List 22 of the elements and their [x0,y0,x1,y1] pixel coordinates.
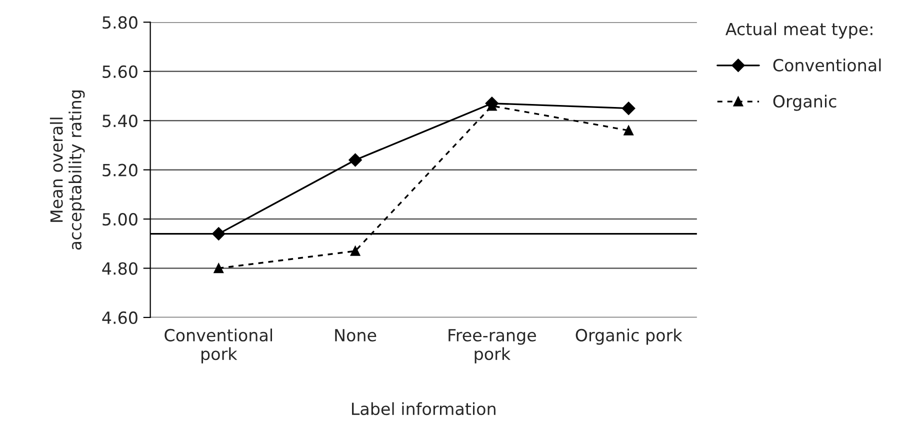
y-tick-label: 5.80 [102,16,138,29]
y-tick-label: 5.00 [102,213,138,226]
x-tick-label: Organic pork [576,328,682,345]
x-tick-label: Conventional pork [164,328,272,364]
point [348,153,362,167]
x-tick-label: None [335,329,376,342]
y-tick-label: 5.40 [102,114,138,128]
y-tick-label: 5.60 [102,65,138,78]
legend-label: Organic [773,94,836,111]
y-tick-label: 5.20 [102,164,138,176]
y-axis-title: Mean overall acceptability rating [50,90,85,250]
point [212,227,226,240]
legend-title: Actual meat type: [725,22,872,39]
x-tick-label: Free-range pork [448,329,536,364]
point [350,246,360,256]
point [214,263,224,274]
legend-label: Conventional [773,58,881,72]
point [624,126,634,136]
x-axis-title: Label information [352,402,496,416]
point [622,102,636,115]
y-tick-label: 4.60 [102,311,138,324]
y-tick-label: 4.80 [102,262,138,275]
